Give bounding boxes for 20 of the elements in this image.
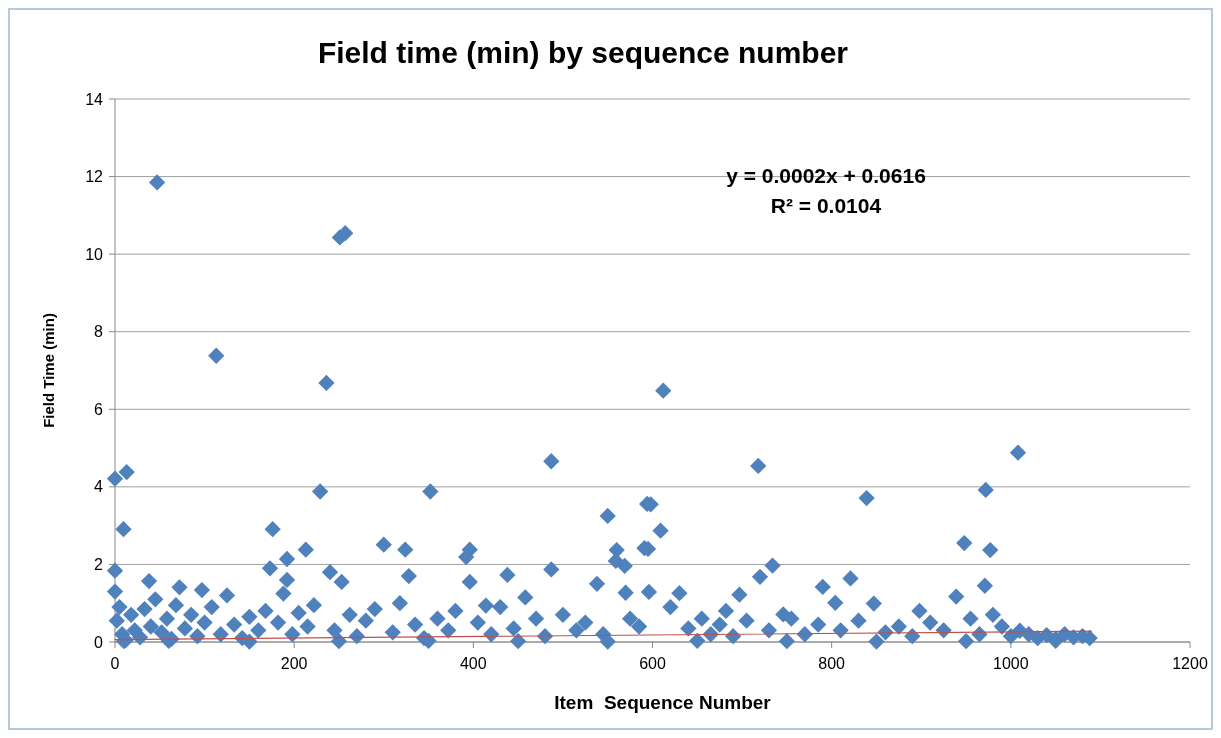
y-axis-title: Field Time (min) — [40, 313, 57, 428]
y-tick-label: 2 — [94, 556, 104, 574]
y-tick-label: 8 — [94, 323, 104, 341]
y-tick-label: 10 — [85, 245, 104, 263]
annotation: y = 0.0002x + 0.0616 — [726, 164, 926, 187]
x-tick-label: 400 — [459, 655, 487, 672]
x-axis-title: Item Sequence Number — [554, 692, 772, 713]
x-tick-label: 200 — [280, 655, 308, 672]
x-tick-label: 1200 — [1172, 655, 1208, 672]
y-tick-label: 0 — [94, 633, 104, 651]
x-tick-label: 600 — [639, 655, 666, 672]
y-tick-label: 4 — [94, 478, 104, 496]
y-tick-label: 14 — [85, 90, 104, 108]
y-tick-label: 12 — [85, 168, 104, 186]
y-tick-label: 6 — [94, 400, 104, 418]
x-tick-label: 800 — [818, 655, 846, 672]
annotation: R² = 0.0104 — [770, 194, 882, 217]
x-tick-label: 0 — [110, 655, 120, 672]
x-tick-label: 1000 — [993, 655, 1029, 672]
chart-title: Field time (min) by sequence number — [317, 36, 849, 69]
